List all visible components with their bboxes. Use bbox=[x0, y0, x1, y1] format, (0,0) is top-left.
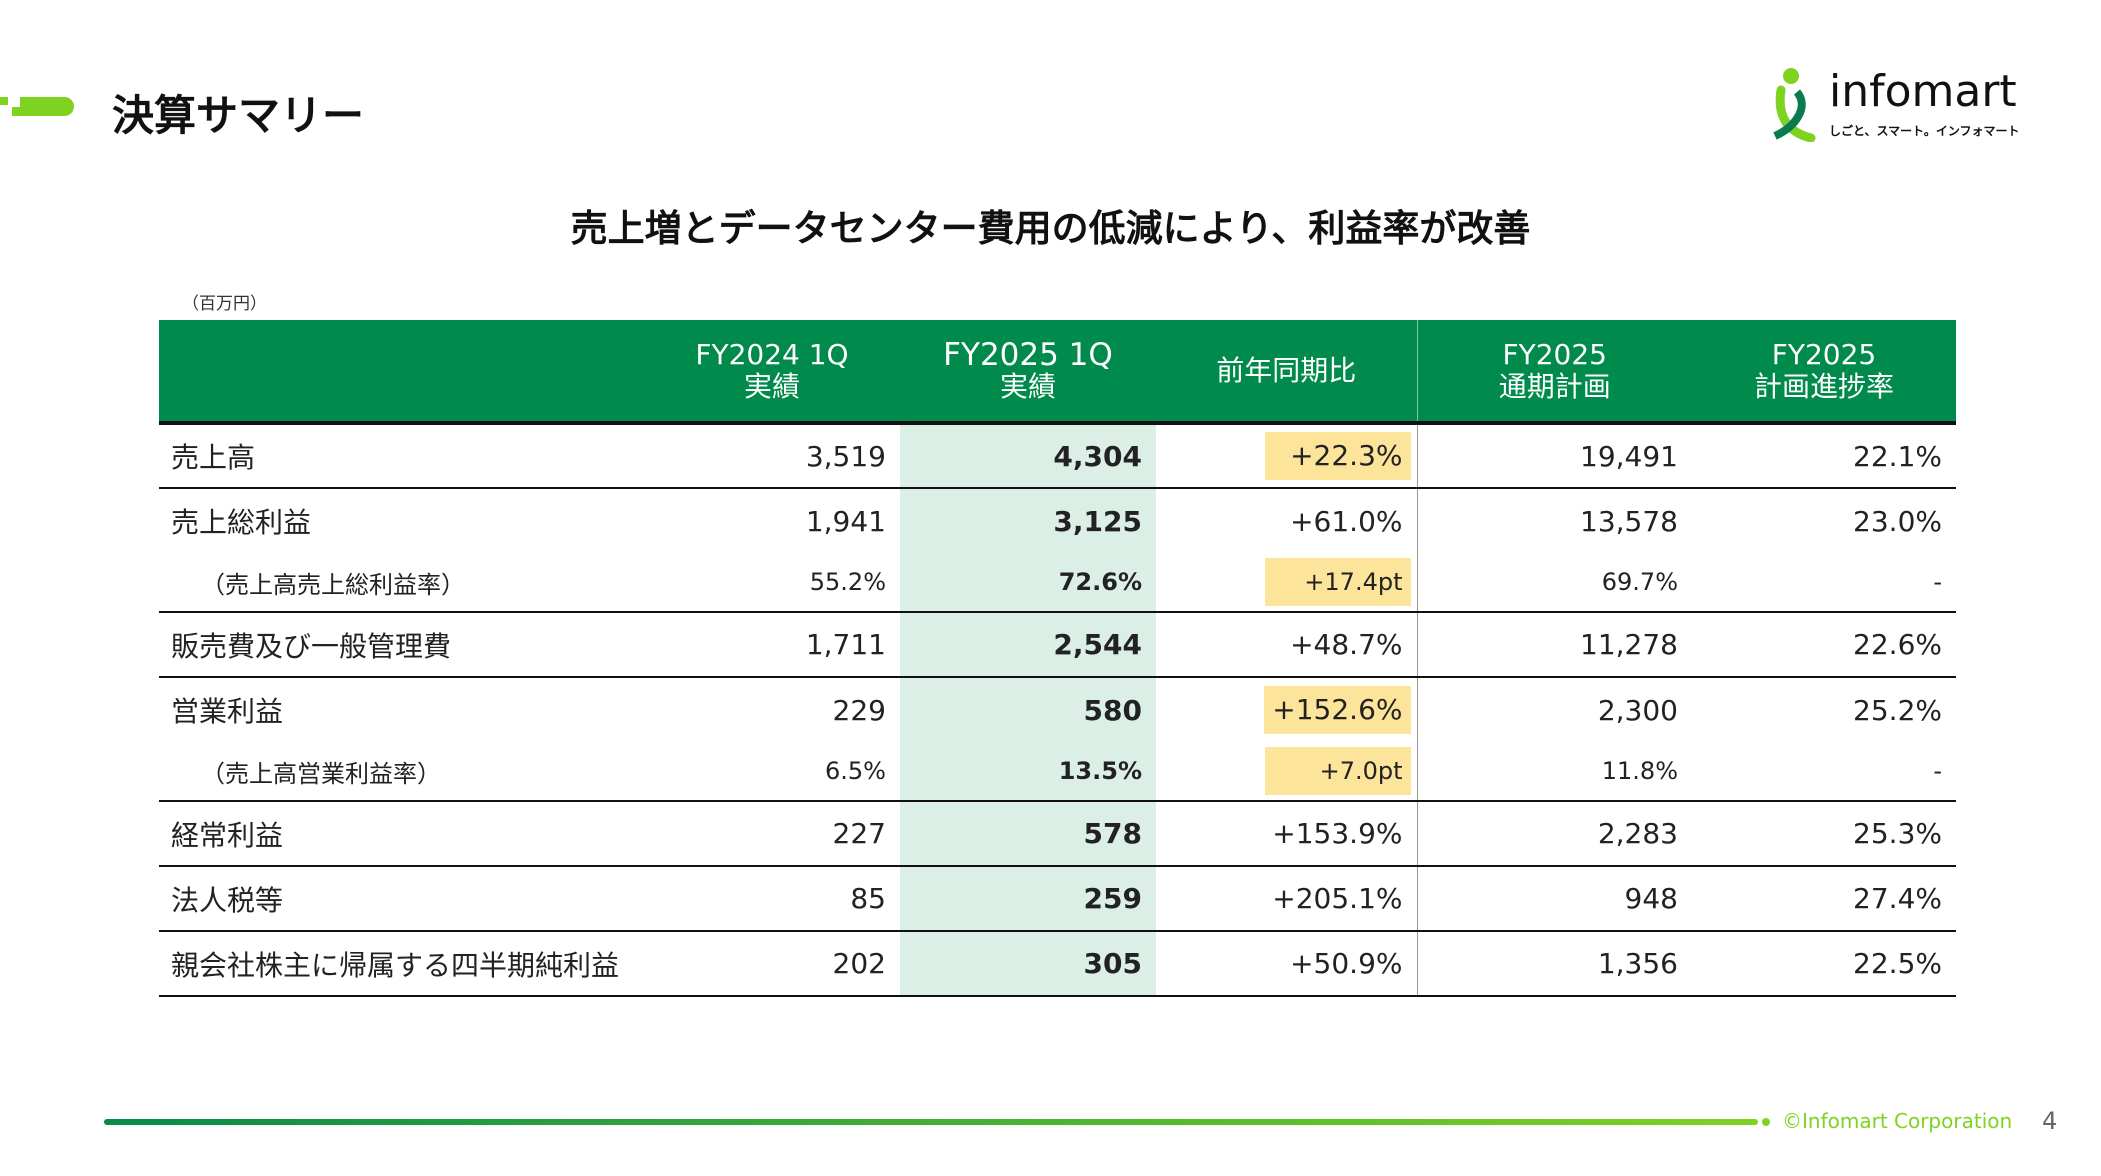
table-cell: +153.9% bbox=[1156, 801, 1418, 867]
table-cell: +22.3% bbox=[1156, 423, 1418, 489]
table-cell: 11,278 bbox=[1417, 612, 1692, 678]
table-cell: 25.2% bbox=[1853, 693, 1942, 727]
unit-label: （百万円） bbox=[182, 294, 267, 314]
table-cell: 1,356 bbox=[1417, 931, 1692, 997]
table-cell: 229 bbox=[832, 693, 886, 727]
table-cell: +152.6% bbox=[1156, 677, 1418, 742]
row-label: 親会社株主に帰属する四半期純利益 bbox=[159, 931, 644, 997]
column-header-line: 通期計画 bbox=[1498, 369, 1611, 403]
logo-tagline: しごと、スマート。インフォマート bbox=[1829, 124, 2020, 138]
slide-subtitle: 売上増とデータセンター費用の低減により、利益率が改善 bbox=[570, 207, 1531, 250]
table-cell: 72.6% bbox=[900, 553, 1156, 613]
page-number: 4 bbox=[2042, 1107, 2058, 1135]
table-cell: 25.3% bbox=[1692, 801, 1956, 867]
table-cell: 22.5% bbox=[1692, 931, 1956, 997]
table-cell: 13.5% bbox=[900, 742, 1156, 802]
table-row: 営業利益 229 580 +152.6% 2,300 25.2% bbox=[159, 677, 1956, 742]
table-cell: 227 bbox=[644, 801, 900, 867]
table-cell: +48.7% bbox=[1156, 612, 1418, 678]
table-cell: 69.7% bbox=[1417, 553, 1692, 613]
table-row: 法人税等 85 259 +205.1% 948 27.4% bbox=[159, 866, 1956, 932]
table-cell: +61.0% bbox=[1156, 488, 1418, 553]
column-header-line: FY2025 1Q bbox=[943, 336, 1113, 373]
table-cell: 2,300 bbox=[1597, 693, 1678, 727]
table-cell: 11.8% bbox=[1417, 742, 1692, 802]
page-title: 決算サマリー bbox=[112, 91, 365, 140]
table-row: 親会社株主に帰属する四半期純利益 202 305 +50.9% 1,356 22.5% bbox=[159, 931, 1956, 997]
highlighted-change: +22.3% bbox=[1264, 432, 1411, 480]
column-header-line: 前年同期比 bbox=[1216, 353, 1357, 387]
column-header bbox=[159, 320, 644, 425]
table-cell: 85 bbox=[644, 866, 900, 932]
table-cell: 259 bbox=[900, 866, 1156, 932]
table-cell: 13,578 bbox=[1580, 504, 1678, 538]
table-cell: 27.4% bbox=[1692, 866, 1956, 932]
row-label: 営業利益 bbox=[171, 695, 284, 728]
column-header: FY2025 1Q 実績 bbox=[900, 320, 1156, 425]
row-label: 法人税等 bbox=[159, 866, 644, 932]
highlighted-change: +17.4pt bbox=[1264, 558, 1411, 606]
row-label: 販売費及び一般管理費 bbox=[159, 612, 644, 678]
table-cell: 22.1% bbox=[1692, 423, 1956, 489]
infomart-logo: infomart しごと、スマート。インフォマート bbox=[1767, 66, 2020, 142]
table-cell: 6.5% bbox=[644, 742, 900, 802]
table-cell: 3,125 bbox=[900, 488, 1156, 553]
table-cell: - bbox=[1692, 742, 1956, 802]
column-header-line: FY2025 bbox=[1502, 337, 1607, 371]
table-row: 売上総利益 1,941 3,125 +61.0% 13,578 23.0% bbox=[159, 488, 1956, 553]
column-header-line: FY2024 1Q bbox=[695, 337, 849, 371]
table-cell: 202 bbox=[644, 931, 900, 997]
table-cell: +17.4pt bbox=[1156, 553, 1418, 613]
table-row: （売上高営業利益率） 6.5% 13.5% +7.0pt 11.8% - bbox=[159, 742, 1956, 802]
highlighted-change: +152.6% bbox=[1264, 686, 1411, 734]
column-header-line: 実績 bbox=[743, 369, 800, 403]
column-header: FY2025 通期計画 bbox=[1417, 320, 1692, 425]
summary-table: FY2024 1Q 実績 FY2025 1Q 実績 前年同期比 FY2025 通期計画 FY2… bbox=[159, 320, 1956, 997]
copyright: ©Infomart Corporation bbox=[1782, 1109, 2013, 1133]
logo-wordmark: infomart bbox=[1829, 66, 2017, 117]
table-cell: 578 bbox=[900, 801, 1156, 867]
table-cell: 1,711 bbox=[644, 612, 900, 678]
table-cell: +50.9% bbox=[1156, 931, 1418, 997]
table-cell: 2,283 bbox=[1417, 801, 1692, 867]
column-header: FY2024 1Q 実績 bbox=[644, 320, 900, 425]
row-label: 経常利益 bbox=[159, 801, 644, 867]
row-label: 売上高 bbox=[159, 423, 644, 489]
column-header-line: 計画進捗率 bbox=[1753, 369, 1894, 403]
table-cell: +7.0pt bbox=[1156, 742, 1418, 802]
logo-person-icon bbox=[1773, 68, 1816, 142]
table-cell: 305 bbox=[900, 931, 1156, 997]
footer-line bbox=[104, 1119, 1758, 1125]
column-header: FY2025 計画進捗率 bbox=[1692, 320, 1956, 425]
table-cell: 4,304 bbox=[900, 423, 1156, 489]
table-cell: 55.2% bbox=[644, 553, 900, 613]
column-header: 前年同期比 bbox=[1156, 320, 1418, 425]
table-cell: 3,519 bbox=[644, 423, 900, 489]
table-cell: 2,544 bbox=[900, 612, 1156, 678]
highlighted-change: +7.0pt bbox=[1264, 747, 1411, 795]
table-row: （売上高売上総利益率） 55.2% 72.6% +17.4pt 69.7% - bbox=[159, 553, 1956, 613]
row-label: （売上高売上総利益率） bbox=[159, 553, 644, 613]
table-row: 経常利益 227 578 +153.9% 2,283 25.3% bbox=[159, 801, 1956, 867]
table-cell: 948 bbox=[1417, 866, 1692, 932]
footer-dot bbox=[1762, 1118, 1770, 1126]
table-cell: 22.6% bbox=[1692, 612, 1956, 678]
table-cell: 23.0% bbox=[1853, 504, 1942, 538]
table-cell: - bbox=[1692, 553, 1956, 613]
column-header-line: FY2025 bbox=[1771, 337, 1877, 371]
column-header-line: 実績 bbox=[999, 369, 1056, 403]
table-cell: 580 bbox=[900, 677, 1156, 742]
table-cell: +205.1% bbox=[1156, 866, 1418, 932]
table-row: 販売費及び一般管理費 1,711 2,544 +48.7% 11,278 22.6% bbox=[159, 612, 1956, 678]
row-label: 売上総利益 bbox=[171, 506, 312, 539]
row-label: （売上高営業利益率） bbox=[159, 742, 644, 802]
table-cell: 1,941 bbox=[805, 504, 886, 538]
table-row: 売上高 3,519 4,304 +22.3% 19,491 22.1% bbox=[159, 423, 1956, 489]
table-cell: 19,491 bbox=[1417, 423, 1692, 489]
